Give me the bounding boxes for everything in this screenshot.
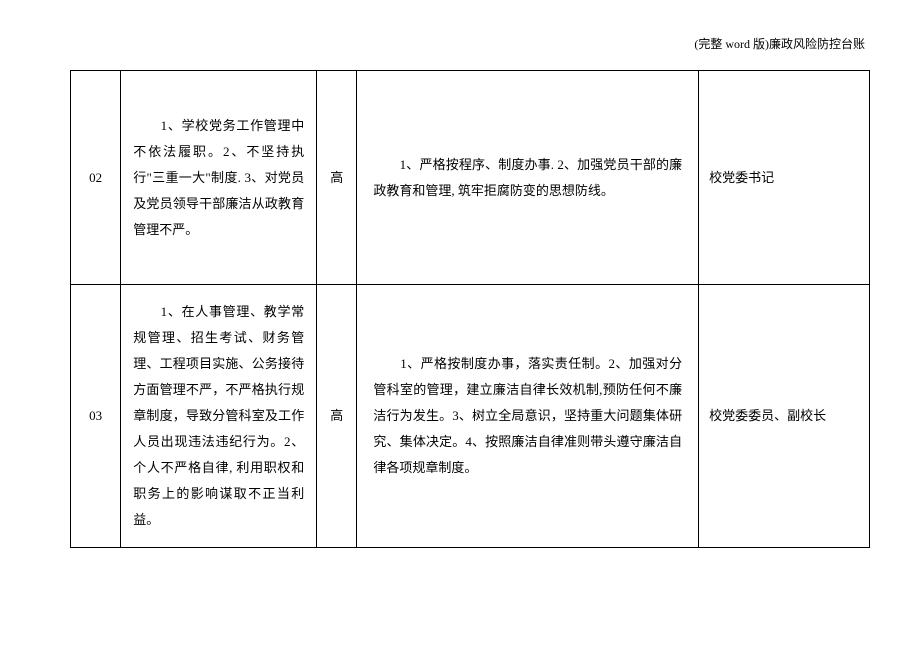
risk-level: 高 bbox=[317, 285, 357, 548]
responsible-party: 校党委委员、副校长 bbox=[699, 285, 870, 548]
risk-table: 02 1、学校党务工作管理中不依法履职。2、不坚持执行"三重一大"制度. 3、对… bbox=[70, 70, 870, 548]
responsible-party: 校党委书记 bbox=[699, 71, 870, 285]
document-header: (完整 word 版)廉政风险防控台账 bbox=[694, 35, 865, 52]
risk-description: 1、在人事管理、教学常规管理、招生考试、财务管理、工程项目实施、公务接待方面管理… bbox=[121, 285, 317, 548]
table-row: 03 1、在人事管理、教学常规管理、招生考试、财务管理、工程项目实施、公务接待方… bbox=[71, 285, 870, 548]
control-measures: 1、严格按制度办事，落实责任制。2、加强对分管科室的管理，建立廉洁自律长效机制,… bbox=[357, 285, 699, 548]
row-number: 02 bbox=[71, 71, 121, 285]
row-number: 03 bbox=[71, 285, 121, 548]
risk-description: 1、学校党务工作管理中不依法履职。2、不坚持执行"三重一大"制度. 3、对党员及… bbox=[121, 71, 317, 285]
risk-level: 高 bbox=[317, 71, 357, 285]
table-row: 02 1、学校党务工作管理中不依法履职。2、不坚持执行"三重一大"制度. 3、对… bbox=[71, 71, 870, 285]
control-measures: 1、严格按程序、制度办事. 2、加强党员干部的廉政教育和管理, 筑牢拒腐防变的思… bbox=[357, 71, 699, 285]
risk-table-container: 02 1、学校党务工作管理中不依法履职。2、不坚持执行"三重一大"制度. 3、对… bbox=[70, 70, 870, 548]
